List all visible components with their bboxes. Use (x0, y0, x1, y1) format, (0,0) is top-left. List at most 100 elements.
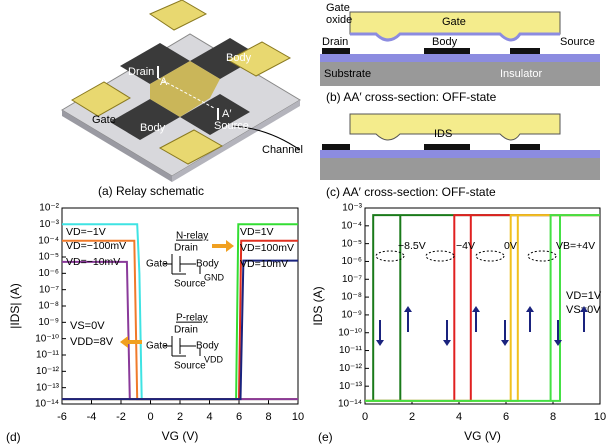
annotation: VD=1V (566, 290, 602, 302)
relay-label: GND (204, 272, 225, 282)
x-tick-label: 4 (456, 411, 462, 423)
arrow (120, 336, 142, 348)
label: Channel (262, 144, 303, 156)
drain (322, 144, 350, 150)
x-tick-label: -4 (87, 411, 97, 423)
label: Insulator (500, 68, 543, 80)
aa-line (157, 77, 215, 109)
label: Body (140, 122, 166, 134)
y-tick-label: 10⁻¹⁴ (338, 399, 362, 410)
y-tick-label: 10⁻¹¹ (339, 345, 363, 356)
arrowhead (472, 306, 480, 312)
source (510, 48, 540, 54)
chart: 10⁻¹⁴ 10⁻¹³ 10⁻¹² 10⁻¹¹ 10⁻¹⁰ 10⁻⁹ 10⁻⁸ 10⁻⁷ 10⁻… (6, 203, 304, 445)
label: oxide (326, 14, 352, 26)
drain (322, 48, 350, 54)
annotation: VS=0V (70, 320, 105, 332)
label: A′ (222, 108, 231, 120)
label: Gate (92, 114, 116, 126)
y-tick-label: 10⁻⁶ (341, 256, 362, 267)
relay-label: Gate (146, 259, 168, 270)
y-tick-label: 10⁻⁴ (38, 235, 59, 246)
platform-side (172, 100, 300, 182)
series-label: VD=−1V (66, 226, 106, 238)
x-tick-label: -2 (116, 411, 126, 423)
body (424, 144, 470, 150)
arrowhead (554, 340, 562, 346)
arrow (212, 240, 234, 252)
substrate (320, 158, 600, 180)
y-tick-label: 10⁻¹² (339, 363, 363, 374)
body-pad (110, 99, 180, 140)
cross-section-c: IDS (c) AA′ cross-section: OFF-state (320, 113, 600, 199)
x-tick-label: 10 (594, 411, 606, 423)
series-label: VB=+4V (556, 240, 595, 252)
arrowhead (443, 340, 451, 346)
label: A (160, 76, 168, 88)
arrowhead (580, 306, 588, 312)
electrode (71, 81, 131, 117)
label: Drain (322, 36, 348, 48)
plot-frame (364, 207, 601, 405)
arrowhead (376, 340, 384, 346)
highlight (375, 250, 405, 262)
y-tick-label: 10⁻⁸ (38, 301, 59, 312)
y-tick-label: 10⁻¹⁰ (338, 327, 362, 338)
relay-label: VDD (204, 354, 224, 364)
series-label: −4V (456, 240, 475, 252)
series-line (62, 259, 298, 401)
caption: (a) Relay schematic (98, 184, 204, 198)
drain-pad (120, 43, 190, 84)
x-tick-label: 6 (503, 411, 509, 423)
label: Gate (442, 16, 466, 28)
substrate (320, 62, 600, 86)
label: Body (432, 36, 458, 48)
electrode (226, 41, 292, 77)
x-tick-label: -6 (57, 411, 67, 423)
x-tick-label: 2 (177, 411, 183, 423)
series-label: VD=−10mV (66, 256, 120, 268)
y-tick-label: 10⁻⁵ (341, 238, 362, 249)
y-tick-label: 10⁻¹⁰ (35, 333, 59, 344)
x-tick-label: 10 (292, 411, 304, 423)
relay-label: Drain (174, 243, 198, 254)
label: Source (214, 120, 249, 132)
relay-label: Body (196, 341, 219, 352)
y-tick-label: 10⁻⁶ (38, 268, 59, 279)
relay-title: P-relay (176, 313, 208, 324)
gate-oxide (350, 32, 560, 42)
label: IDS (434, 128, 452, 140)
highlight (425, 250, 455, 262)
cross-section-b: Gate oxide Gate Drain Body Source Substr… (320, 2, 600, 104)
x-tick-label: 8 (265, 411, 271, 423)
highlight (475, 250, 505, 262)
label: Substrate (324, 68, 371, 80)
x-axis-label: VG (V) (464, 429, 501, 443)
source (510, 144, 540, 150)
insulator (320, 150, 600, 158)
x-tick-label: 0 (362, 411, 368, 423)
y-tick-label: 10⁻¹³ (36, 382, 60, 393)
gate (349, 113, 561, 141)
caption: (c) AA′ cross-section: OFF-state (326, 185, 496, 199)
y-tick-label: 10⁻¹³ (339, 381, 363, 392)
y-tick-label: 10⁻⁵ (38, 252, 59, 263)
body (424, 48, 470, 54)
electrode (158, 129, 224, 165)
y-tick-label: 10⁻² (39, 203, 59, 214)
panel-label: (d) (6, 430, 21, 444)
source-pad (180, 94, 250, 135)
y-axis-label: |IDS| (A) (8, 283, 22, 329)
x-tick-label: 6 (236, 411, 242, 423)
relay-title: N-relay (176, 231, 208, 242)
y-tick-label: 10⁻¹² (36, 366, 60, 377)
relay-label: Gate (146, 341, 168, 352)
relay-label: Body (196, 259, 219, 270)
y-tick-label: 10⁻⁴ (341, 220, 362, 231)
arrowhead (501, 340, 509, 346)
y-tick-label: 10⁻⁸ (341, 292, 362, 303)
y-tick-label: 10⁻⁷ (39, 284, 59, 295)
series-line (365, 214, 600, 402)
label: Drain (128, 66, 154, 78)
